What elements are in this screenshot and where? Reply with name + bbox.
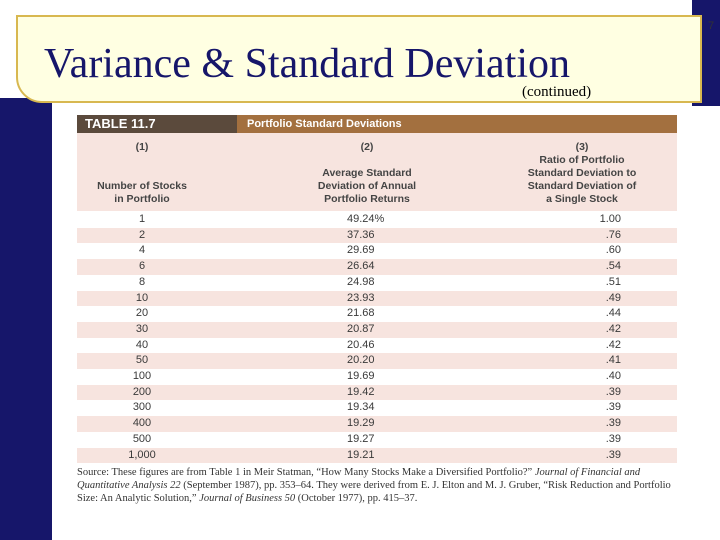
table-cell: .39	[605, 448, 621, 461]
table-cell: 24.98	[347, 275, 375, 288]
table-cell: 20.46	[347, 338, 375, 351]
table-row: 2 37.36 .76	[77, 227, 677, 244]
column-title: Number of Stocks	[97, 180, 187, 192]
table-row: 6 26.64 .54	[77, 259, 677, 275]
column-title: Standard Deviation of	[527, 180, 637, 192]
table-cell: .44	[605, 307, 621, 320]
table-row: 1 49.24% 1.00	[77, 212, 677, 228]
source-text: (September 1987), pp. 353–64. They were …	[77, 480, 671, 504]
table-cell: 26.64	[347, 260, 375, 273]
column-title: a Single Stock	[546, 193, 618, 205]
table-cell: 4	[138, 244, 146, 257]
table-row: 100 19.69 .40	[77, 369, 677, 385]
title-box	[16, 15, 702, 103]
table-cell: .60	[605, 244, 621, 257]
source-note: Source: These figures are from Table 1 i…	[77, 466, 677, 505]
table-row: 30 20.87 .42	[77, 321, 677, 338]
table-cell: .39	[605, 401, 621, 414]
source-text: (October 1977), pp. 415–37.	[295, 493, 418, 504]
table-row: 4 29.69 .60	[77, 243, 677, 260]
column-number: (1)	[135, 141, 149, 153]
table-cell: 29.69	[347, 244, 375, 257]
table-cell: 50	[135, 354, 149, 367]
table-row: 10 23.93 .49	[77, 290, 677, 307]
table-cell: 6	[138, 260, 146, 273]
title: Variance & Standard Deviation	[44, 41, 570, 87]
table-cell: 400	[132, 417, 152, 430]
table-cell: 20.87	[347, 322, 375, 335]
table-row: 8 24.98 .51	[77, 274, 677, 291]
table-row: 500 19.27 .39	[77, 431, 677, 448]
table-cell: 1	[138, 213, 146, 225]
table-cell: 21.68	[347, 307, 375, 320]
table-cell: 20.20	[347, 354, 375, 367]
table-cell: 200	[132, 385, 152, 398]
table-cell: .40	[605, 370, 621, 382]
table-cell: 1,000	[128, 448, 156, 461]
table-cell: .42	[605, 322, 621, 335]
source-journal: Journal of Business 50	[199, 493, 296, 504]
table-cell: 19.21	[347, 448, 375, 461]
column-header: (1) Number of Stocks in Portfolio	[77, 141, 207, 211]
table-cell: 300	[132, 401, 152, 414]
table-cell: 19.27	[347, 432, 375, 445]
table-row: 20 21.68 .44	[77, 306, 677, 322]
table-cell: .39	[605, 417, 621, 430]
table-cell: 2	[138, 228, 146, 241]
column-header: (3) Ratio of Portfolio Standard Deviation …	[487, 141, 677, 211]
table-cell: .41	[605, 354, 621, 367]
table-cell: 500	[132, 432, 152, 445]
table-cell: 30	[135, 322, 149, 335]
table-cell: .54	[605, 260, 621, 273]
table-cell: 23.93	[347, 291, 375, 304]
table-cell: 19.69	[347, 370, 375, 382]
table-row: 50 20.20 .41	[77, 353, 677, 369]
table-row: 1,000 19.21 .39	[77, 447, 677, 464]
table-cell: 1.00	[599, 213, 621, 225]
column-header: (2) Average Standard Deviation of Annual Po…	[277, 141, 457, 211]
table-cell: 19.42	[347, 385, 375, 398]
table-cell: 37.36	[347, 228, 375, 241]
subtitle: (continued)	[522, 84, 592, 100]
table-cell: 40	[135, 338, 149, 351]
table-cell: .49	[605, 291, 621, 304]
table-header: (1) Number of Stocks in Portfolio (2) Averag…	[77, 133, 677, 211]
table-cell: 49.24%	[347, 213, 385, 225]
column-number: (3)	[575, 141, 589, 153]
source-journal: Journal of Financial and Quantitative An…	[77, 467, 641, 491]
column-title: in Portfolio	[114, 193, 170, 205]
table: TABLE 11.7 Portfolio Standard Deviations…	[67, 110, 679, 522]
slide-number: 7	[708, 20, 715, 32]
table-cell: 10	[135, 291, 149, 304]
table-row: 200 19.42 .39	[77, 384, 677, 401]
table-row: 40 20.46 .42	[77, 337, 677, 354]
table-cell: .76	[605, 228, 621, 241]
table-cell: .39	[605, 385, 621, 398]
column-title: Deviation of Annual	[317, 180, 417, 192]
table-caption: Portfolio Standard Deviations	[237, 115, 677, 133]
table-row: 300 19.34 .39	[77, 400, 677, 417]
table-cell: 19.34	[347, 401, 375, 414]
column-title: Ratio of Portfolio	[539, 154, 625, 166]
table-cell: 20	[135, 307, 149, 320]
table-cell: .42	[605, 338, 621, 351]
column-title: Portfolio Returns	[324, 193, 410, 205]
table-row: 400 19.29 .39	[77, 416, 677, 432]
column-title: Standard Deviation to	[527, 167, 637, 179]
column-number: (2)	[360, 141, 374, 153]
left-bar	[0, 98, 52, 540]
table-cell: 8	[138, 275, 146, 288]
column-title: Average Standard	[322, 167, 412, 179]
table-label: TABLE 11.7	[77, 115, 237, 133]
table-cell: .51	[605, 275, 621, 288]
table-cell: .39	[605, 432, 621, 445]
table-cell: 19.29	[347, 417, 375, 430]
source-text: Source: These figures are from Table 1 i…	[77, 467, 535, 478]
table-cell: 100	[132, 370, 152, 382]
